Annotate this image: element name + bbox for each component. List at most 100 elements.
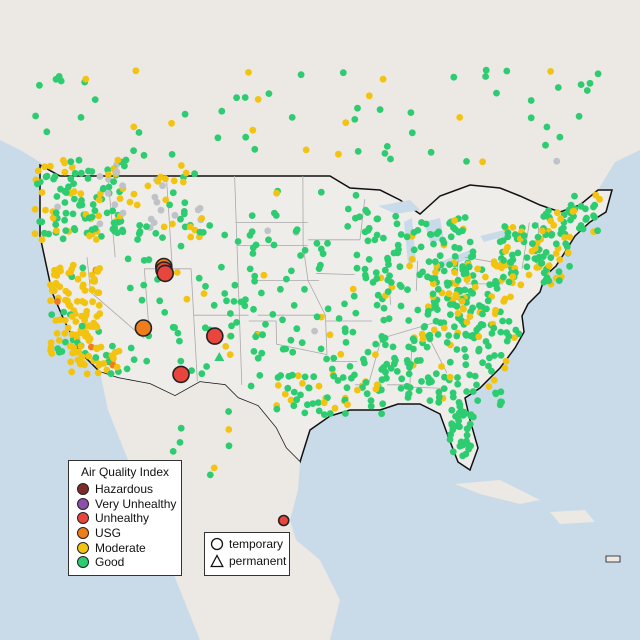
monitor-dot [471, 283, 479, 291]
monitor-dot [479, 310, 486, 318]
monitor-dot [258, 289, 265, 297]
monitor-dot [577, 81, 585, 88]
monitor-dot [126, 198, 134, 206]
state-border-line [410, 386, 441, 389]
monitor-dot [81, 287, 89, 294]
monitor-dot [531, 222, 539, 229]
monitor-dot [459, 452, 467, 460]
monitor-dot [446, 358, 454, 366]
monitor-dot [500, 257, 507, 264]
monitor-dot [52, 317, 60, 324]
monitor-dot [133, 201, 141, 209]
legend-item-unhealthy: Unhealthy [69, 511, 181, 526]
monitor-dot [270, 241, 278, 249]
monitor-dot [446, 261, 453, 268]
monitor-dot [250, 348, 258, 355]
monitor-dot [273, 189, 280, 197]
monitor-dot [456, 401, 464, 408]
highlighted-monitor[interactable] [206, 327, 224, 345]
monitor-dot [317, 188, 325, 196]
monitor-dot [482, 338, 490, 345]
monitor-dot [427, 148, 435, 156]
monitor-dot [121, 162, 128, 170]
monitor-dot [440, 324, 448, 332]
monitor-dot [558, 226, 565, 233]
monitor-dot [143, 223, 150, 231]
monitor-dot [221, 231, 229, 239]
monitor-dot [429, 280, 437, 287]
monitor-type-legend: temporary permanent [204, 532, 290, 576]
monitor-dot [198, 370, 206, 378]
highlighted-monitor[interactable] [277, 514, 290, 527]
monitor-dot [432, 268, 439, 276]
monitor-dot [79, 270, 87, 278]
monitor-dot [467, 411, 475, 418]
monitor-dot [60, 308, 68, 316]
monitor-dot [178, 162, 185, 169]
monitor-dot [575, 112, 583, 120]
monitor-dot [517, 281, 525, 289]
monitor-dot [242, 296, 249, 303]
monitor-dot [576, 224, 583, 232]
monitor-dot [130, 356, 138, 363]
monitor-dot [458, 407, 465, 415]
monitor-dot [169, 448, 177, 455]
monitor-dot [54, 298, 61, 305]
monitor-dot [241, 94, 249, 101]
monitor-dot [181, 110, 189, 118]
monitor-dot [85, 167, 92, 175]
monitor-dot [67, 358, 75, 366]
monitor-dot [469, 388, 477, 395]
highlighted-monitors [134, 257, 290, 527]
monitor-dot [127, 344, 135, 352]
monitor-dot [302, 146, 310, 154]
highlighted-monitor[interactable] [156, 264, 174, 283]
monitor-dot [543, 123, 551, 131]
monitor-dot [152, 229, 160, 237]
monitor-dot [250, 305, 257, 313]
monitor-dot [313, 313, 321, 321]
monitor-dot [453, 346, 461, 353]
highlighted-monitor[interactable] [134, 319, 153, 337]
monitor-dot [552, 240, 560, 248]
monitor-dot [553, 157, 561, 165]
monitor-dot [119, 182, 126, 190]
monitor-dot [269, 311, 277, 318]
monitor-dot [385, 315, 393, 323]
monitor-dot [289, 348, 297, 356]
monitor-dot [449, 389, 457, 397]
monitor-dot [387, 279, 395, 286]
monitor-dot [381, 334, 389, 342]
legend-label: Hazardous [95, 482, 154, 497]
monitor-dot [301, 409, 309, 417]
monitor-dot [454, 374, 461, 381]
monitor-dot [93, 345, 101, 353]
monitor-dot [582, 205, 589, 213]
monitor-dot [53, 330, 61, 337]
monitor-dot [438, 363, 445, 370]
monitor-dot [450, 224, 457, 231]
triangle-icon [210, 554, 224, 568]
monitor-dot [143, 357, 151, 365]
monitor-dot [380, 304, 388, 312]
monitor-dot [130, 147, 138, 155]
monitor-dot [527, 114, 535, 122]
monitor-dot [228, 322, 235, 330]
monitor-dot [342, 410, 349, 417]
monitor-dot [78, 322, 86, 330]
monitor-dot [41, 229, 48, 237]
permanent-monitor-triangle[interactable] [214, 351, 225, 361]
monitor-dot [339, 374, 347, 381]
monitor-dot [136, 228, 144, 236]
monitor-dot [210, 301, 218, 309]
monitor-dot [459, 304, 467, 312]
highlighted-monitor[interactable] [172, 365, 190, 384]
monitor-dot [365, 224, 373, 232]
aqi-legend-items: Hazardous Very Unhealthy Unhealthy USG Moder… [69, 482, 181, 570]
monitor-dot [249, 126, 257, 134]
monitor-dot [88, 286, 96, 294]
monitor-dot [249, 244, 257, 252]
monitor-dot [31, 230, 39, 238]
monitor-dot [177, 242, 185, 250]
legend-label: Moderate [95, 540, 146, 555]
